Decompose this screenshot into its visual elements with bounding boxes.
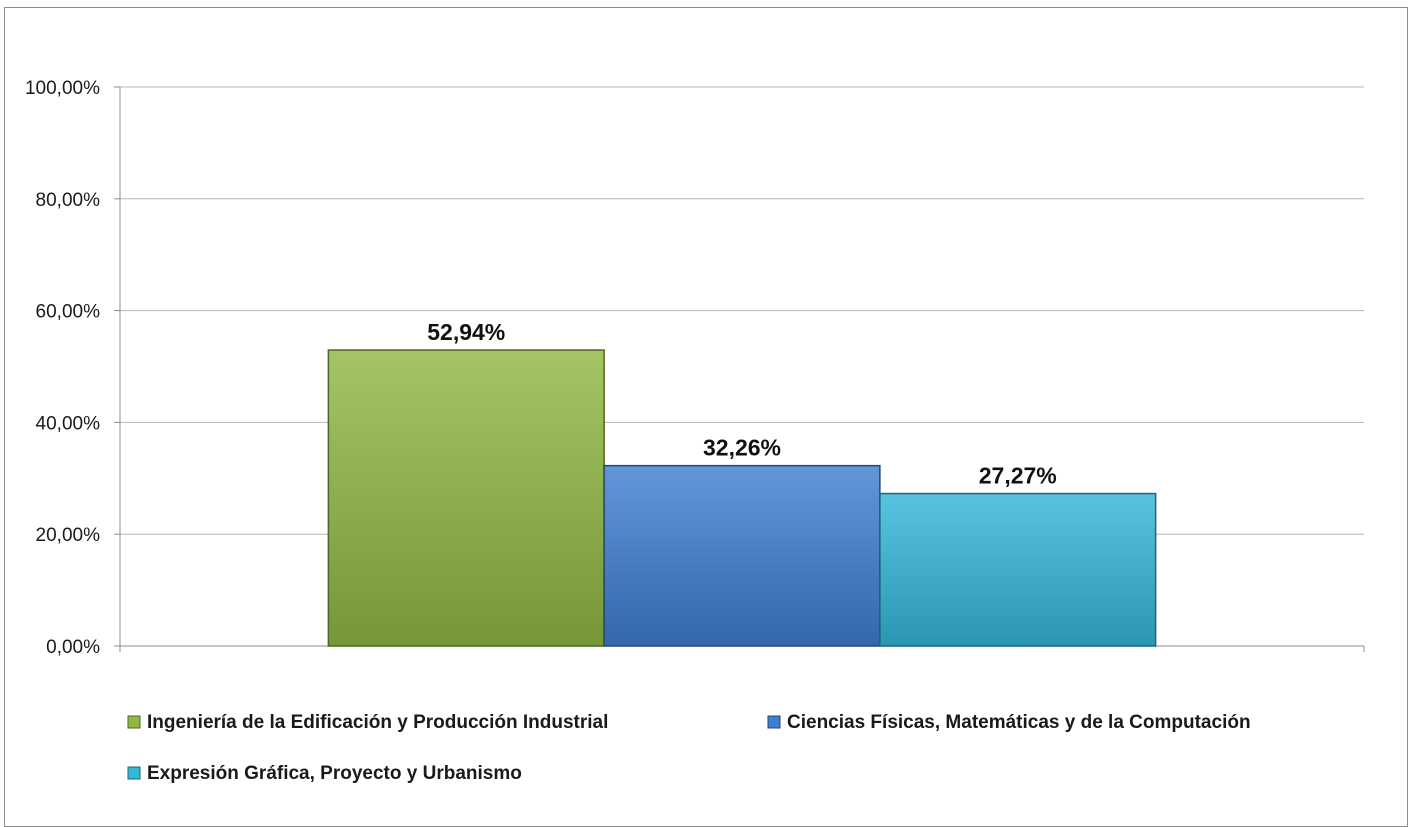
- y-tick-label: 20,00%: [36, 525, 101, 546]
- data-label: 27,27%: [979, 463, 1057, 489]
- bar: [879, 492, 1157, 647]
- data-labels: 52,94% 32,26% 27,27%: [427, 319, 1057, 488]
- bars: [327, 349, 1157, 647]
- y-tick-label: 60,00%: [36, 302, 101, 323]
- chart-frame: [4, 7, 1408, 827]
- bar: [603, 464, 881, 647]
- data-label: 52,94%: [427, 319, 505, 345]
- legend: Ingeniería de la Edificación y Producció…: [127, 712, 1251, 784]
- legend-swatch: [127, 766, 141, 780]
- legend-label: Ingeniería de la Edificación y Producció…: [147, 712, 608, 733]
- legend-label: Ciencias Físicas, Matemáticas y de la Co…: [787, 712, 1251, 733]
- axes: 0,00% 20,00% 40,00% 60,00% 80,00% 100,00%: [25, 78, 1365, 658]
- legend-item: Ciencias Físicas, Matemáticas y de la Co…: [767, 712, 1251, 733]
- legend-label: Expresión Gráfica, Proyecto y Urbanismo: [147, 763, 522, 784]
- y-tick-label: 40,00%: [36, 413, 101, 434]
- y-tick-label: 0,00%: [46, 637, 100, 658]
- legend-item: Expresión Gráfica, Proyecto y Urbanismo: [127, 763, 522, 784]
- bar: [327, 349, 605, 647]
- y-tick-label: 80,00%: [36, 190, 101, 211]
- legend-swatch: [767, 715, 781, 729]
- y-tick-label: 100,00%: [25, 78, 100, 99]
- legend-swatch: [127, 715, 141, 729]
- legend-item: Ingeniería de la Edificación y Producció…: [127, 712, 608, 733]
- data-label: 32,26%: [703, 435, 781, 461]
